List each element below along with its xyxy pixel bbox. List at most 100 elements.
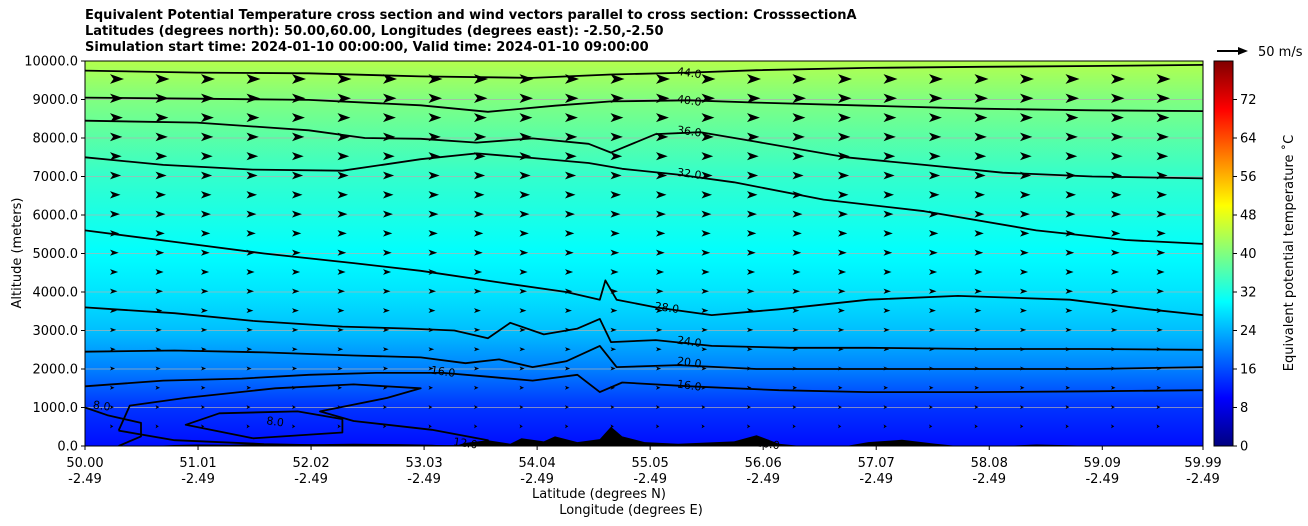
title-line-2: Latitudes (degrees north): 50.00,60.00, … [85, 24, 664, 39]
wind-arrow [201, 405, 205, 410]
wind-arrow [201, 249, 210, 256]
wind-arrow [1156, 249, 1166, 256]
wind-arrow [883, 366, 889, 371]
wind-arrow [565, 366, 571, 371]
colorbar-tick-label-4: 32 [1240, 286, 1257, 301]
wind-arrow [701, 385, 707, 390]
x-tick-label-lat-1: 51.01 [179, 456, 216, 471]
wind-arrow [1156, 424, 1160, 429]
wind-arrow [1020, 93, 1034, 104]
wind-arrow [337, 366, 343, 371]
wind-arrow [792, 327, 799, 333]
wind-arrow [201, 366, 207, 371]
wind-arrow [337, 308, 345, 314]
wind-arrow [1065, 347, 1072, 352]
contour-label-0: 44.0 [676, 65, 702, 81]
wind-arrow [1111, 405, 1115, 410]
wind-arrow [656, 249, 665, 256]
wind-arrow [883, 210, 894, 218]
quiver-key: 50 m/s [1217, 45, 1303, 60]
wind-arrow [337, 210, 348, 218]
wind-arrow [701, 347, 708, 352]
terrain-shape-0 [152, 426, 802, 446]
wind-arrow [974, 210, 985, 218]
wind-arrow [565, 93, 579, 104]
wind-arrow [155, 269, 164, 275]
wind-arrow [428, 366, 434, 371]
wind-arrow [337, 288, 346, 294]
colorbar-tick-label-0: 0 [1240, 440, 1248, 455]
wind-arrow [110, 191, 121, 199]
wind-arrow [474, 191, 485, 199]
wind-arrow [974, 152, 987, 161]
wind-arrow [201, 210, 211, 218]
wind-arrow [610, 171, 622, 180]
wind-arrow [792, 230, 802, 237]
wind-arrow [974, 93, 989, 104]
wind-arrow [656, 230, 666, 237]
wind-arrow [474, 366, 480, 371]
wind-arrow [838, 269, 847, 275]
wind-arrow [155, 347, 162, 352]
wind-arrow [1156, 385, 1162, 390]
y-tick-label-3: 3000.0 [33, 324, 79, 339]
wind-arrow [792, 132, 805, 142]
wind-arrow [838, 288, 846, 294]
wind-arrow [428, 347, 435, 352]
wind-arrow [1156, 347, 1163, 352]
wind-arrow [201, 269, 210, 275]
wind-arrow [565, 230, 575, 237]
wind-arrow [610, 385, 616, 390]
wind-arrow [519, 210, 530, 218]
wind-arrow [292, 385, 297, 390]
x-tick-label-lat-10: 59.99 [1184, 456, 1221, 471]
wind-arrow [292, 347, 298, 352]
contour-label-6: 20.0 [676, 354, 702, 370]
wind-arrow [838, 210, 848, 218]
contour-44-0 [85, 64, 1203, 79]
wind-arrow [747, 93, 761, 104]
wind-arrow [929, 269, 938, 275]
wind-arrow [428, 210, 439, 218]
wind-arrow [747, 308, 754, 314]
quiver-key-label: 50 m/s [1258, 45, 1303, 60]
wind-arrow [610, 269, 619, 275]
wind-arrow [747, 366, 753, 371]
wind-arrow [292, 288, 300, 294]
contour-labels: 44.0 40.0 36.0 32.0 28.0 24.0 20.0 16.0 16.0 12.0… [92, 65, 780, 452]
wind-arrow [383, 366, 389, 371]
wind-arrow [337, 385, 343, 390]
wind-arrow [929, 249, 938, 256]
wind-arrow [565, 249, 574, 256]
wind-arrow [1111, 152, 1123, 161]
wind-arrow [1111, 327, 1118, 333]
wind-arrow [292, 93, 306, 104]
wind-arrow [1156, 152, 1169, 161]
wind-arrow [883, 249, 893, 256]
x-tick-label-lon-6: -2.49 [746, 472, 780, 487]
wind-arrow [656, 424, 660, 429]
wind-arrow [1020, 347, 1026, 352]
wind-arrow [701, 424, 705, 429]
wind-arrow [155, 366, 161, 371]
wind-arrow [883, 385, 889, 390]
title-line-3: Simulation start time: 2024-01-10 00:00:… [85, 40, 649, 55]
wind-arrow [246, 74, 261, 84]
wind-arrow [201, 424, 205, 429]
wind-arrow [201, 327, 208, 333]
wind-arrow [701, 308, 709, 314]
x-tick-label-lon-7: -2.49 [859, 472, 893, 487]
wind-arrow [792, 113, 806, 123]
wind-arrow [701, 210, 712, 218]
wind-arrow [110, 288, 118, 294]
wind-arrow [701, 132, 714, 142]
wind-arrow [883, 405, 888, 410]
wind-arrow [838, 385, 843, 390]
wind-arrow [838, 249, 847, 256]
wind-arrow [610, 113, 624, 123]
wind-arrow [110, 132, 123, 142]
wind-arrow [792, 308, 800, 314]
wind-arrow [1020, 210, 1030, 218]
wind-arrow [838, 171, 850, 180]
x-tick-label-lat-8: 58.08 [971, 456, 1008, 471]
